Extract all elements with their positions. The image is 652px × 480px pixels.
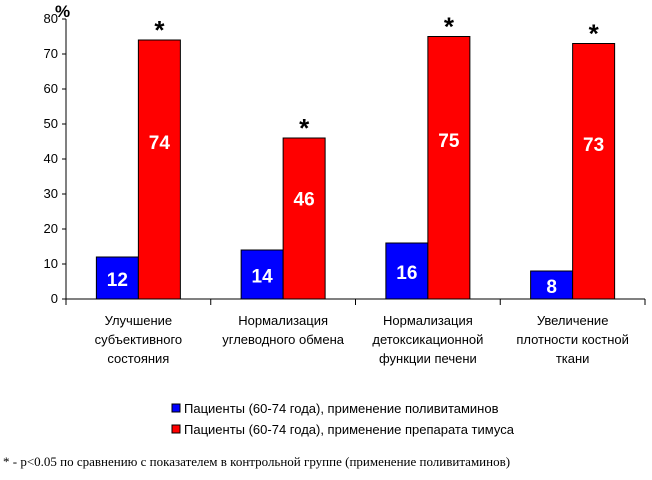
significance-asterisk: * xyxy=(154,15,165,45)
x-category-label: Улучшение субъективного состояния xyxy=(95,313,183,366)
significance-asterisk: * xyxy=(589,19,600,49)
legend-label: Пациенты (60-74 года), применение поливи… xyxy=(184,401,499,416)
significance-asterisk: * xyxy=(444,12,455,42)
y-tick-label: 50 xyxy=(44,116,58,131)
y-tick-label: 10 xyxy=(44,256,58,271)
data-label: 74 xyxy=(149,133,171,154)
data-label: 46 xyxy=(294,190,315,211)
legend-swatch xyxy=(171,403,181,413)
y-tick-label: 80 xyxy=(44,11,58,26)
bar-thymus-4 xyxy=(572,43,616,300)
y-tick-label: 20 xyxy=(44,221,58,236)
data-label: 12 xyxy=(107,270,128,291)
bar-multivitamin-2 xyxy=(240,249,284,300)
legend-label: Пациенты (60-74 года), применение препар… xyxy=(184,422,515,437)
footnote: * - p<0.05 по сравнению с показателем в … xyxy=(3,454,511,469)
y-tick-label: 60 xyxy=(44,81,58,96)
data-label: 14 xyxy=(252,267,274,288)
bar-multivitamin-3 xyxy=(385,242,429,300)
bar-thymus-3 xyxy=(427,36,471,300)
y-tick-label: 0 xyxy=(51,291,58,306)
x-category-label: Нормализация углеводного обмена xyxy=(222,313,345,347)
data-label: 8 xyxy=(546,277,557,298)
data-label: 16 xyxy=(396,263,417,284)
data-label: 73 xyxy=(583,135,604,156)
x-category-label: Увеличение плотности костной ткани xyxy=(516,313,629,366)
bar-thymus-2 xyxy=(282,137,326,300)
y-axis-unit: % xyxy=(55,2,70,21)
legend-swatch xyxy=(171,424,181,434)
y-tick-label: 70 xyxy=(44,46,58,61)
x-category-label: Нормализация детоксикационной функции пече… xyxy=(372,313,483,366)
y-tick-label: 30 xyxy=(44,186,58,201)
bar-thymus-1 xyxy=(137,39,181,300)
data-label: 75 xyxy=(438,131,460,152)
bar-multivitamin-1 xyxy=(95,256,139,300)
y-tick-label: 40 xyxy=(44,151,58,166)
significance-asterisk: * xyxy=(299,113,310,143)
